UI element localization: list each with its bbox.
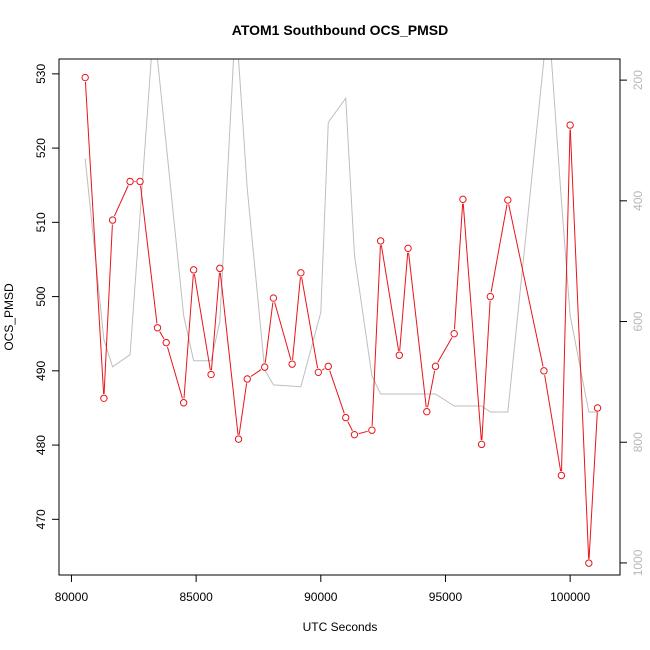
series-segment bbox=[113, 185, 129, 217]
data-point bbox=[585, 559, 593, 567]
data-point bbox=[234, 435, 243, 443]
data-point bbox=[423, 407, 431, 416]
series-segment bbox=[588, 412, 598, 559]
y-tick-label: 490 bbox=[34, 360, 48, 380]
y-tick-label: 500 bbox=[34, 286, 48, 306]
data-point bbox=[486, 292, 495, 301]
data-point bbox=[81, 73, 89, 82]
x-axis: 80000 85000 90000 95000 100000 bbox=[55, 574, 590, 604]
y-tick-label: 480 bbox=[34, 435, 48, 455]
series-segment bbox=[210, 272, 220, 371]
data-point bbox=[162, 338, 170, 347]
data-point bbox=[108, 216, 117, 224]
y2-tick-label: 800 bbox=[631, 432, 645, 452]
data-point bbox=[504, 196, 512, 204]
series-segment bbox=[508, 204, 544, 367]
series-segment bbox=[371, 245, 381, 426]
data-point bbox=[207, 370, 215, 379]
data-point bbox=[216, 264, 224, 273]
data-point bbox=[431, 362, 440, 371]
data-point bbox=[153, 324, 162, 332]
x-axis-label: UTC Seconds bbox=[303, 620, 378, 634]
series-segment bbox=[427, 370, 436, 408]
data-point bbox=[540, 367, 548, 375]
y2-tick-label: 200 bbox=[631, 70, 645, 90]
y-tick-label: 530 bbox=[34, 64, 48, 84]
series-segment bbox=[408, 252, 427, 408]
data-point bbox=[557, 471, 566, 480]
y2-tick-label: 1000 bbox=[631, 549, 645, 576]
plot-area bbox=[81, 59, 602, 567]
data-point bbox=[100, 394, 108, 402]
data-point bbox=[269, 294, 278, 302]
series-segment bbox=[159, 331, 165, 340]
series-segment bbox=[238, 383, 248, 435]
data-point bbox=[376, 237, 385, 245]
series-segment bbox=[140, 185, 158, 324]
data-point bbox=[324, 362, 332, 371]
series-segment bbox=[347, 421, 353, 431]
series-segment bbox=[462, 203, 482, 440]
data-point bbox=[136, 177, 144, 186]
series-segment bbox=[193, 274, 211, 371]
y2-tick-label: 600 bbox=[631, 311, 645, 331]
series-segment bbox=[301, 277, 319, 369]
series-segment bbox=[321, 368, 325, 371]
series-segment bbox=[274, 302, 292, 361]
x-tick-label: 85000 bbox=[179, 590, 213, 604]
series-segment bbox=[453, 203, 464, 330]
series-segment bbox=[437, 337, 453, 363]
series-segment bbox=[183, 274, 194, 399]
series-segment bbox=[292, 277, 301, 360]
series-segment bbox=[166, 346, 183, 399]
series-segment bbox=[250, 369, 262, 377]
series-segment bbox=[358, 430, 368, 435]
series-segment bbox=[490, 204, 508, 293]
data-point bbox=[179, 399, 188, 407]
series-segment bbox=[103, 224, 113, 394]
x-tick-label: 95000 bbox=[429, 590, 463, 604]
series-segment bbox=[264, 302, 274, 363]
data-point bbox=[450, 330, 458, 338]
series-line-secondary bbox=[84, 59, 598, 413]
series-segment bbox=[399, 252, 409, 351]
data-point bbox=[368, 426, 376, 434]
data-point bbox=[288, 360, 296, 368]
data-point bbox=[297, 269, 305, 277]
data-point bbox=[189, 266, 198, 274]
data-point bbox=[459, 195, 467, 204]
y-tick-label: 470 bbox=[34, 509, 48, 529]
data-point bbox=[350, 430, 359, 439]
y-axis: 470 480 490 500 510 520 530 bbox=[34, 64, 60, 529]
data-point bbox=[566, 121, 574, 129]
data-point bbox=[126, 177, 134, 186]
series-segment bbox=[544, 375, 562, 472]
x-tick-label: 90000 bbox=[304, 590, 338, 604]
y-axis-label: OCS_PMSD bbox=[2, 283, 16, 351]
y-tick-label: 520 bbox=[34, 138, 48, 158]
y2-axis: 200 400 600 800 1000 bbox=[619, 70, 645, 576]
chart-title: ATOM1 Southbound OCS_PMSD bbox=[232, 22, 448, 38]
x-tick-label: 80000 bbox=[55, 590, 89, 604]
data-point bbox=[404, 244, 412, 253]
data-point bbox=[314, 368, 323, 377]
data-point bbox=[243, 375, 251, 383]
series-segment bbox=[219, 272, 239, 435]
series-segment bbox=[84, 81, 105, 394]
data-point bbox=[342, 413, 350, 422]
y-tick-label: 510 bbox=[34, 212, 48, 232]
data-point bbox=[395, 351, 404, 359]
series-segment bbox=[380, 245, 400, 351]
series-segment bbox=[569, 129, 590, 559]
data-point bbox=[477, 440, 486, 449]
series-segment bbox=[561, 129, 571, 472]
x-tick-label: 100000 bbox=[550, 590, 590, 604]
y2-tick-label: 400 bbox=[631, 190, 645, 210]
data-point bbox=[593, 404, 602, 412]
data-point bbox=[261, 363, 269, 371]
series-segment bbox=[481, 300, 491, 440]
series-segment bbox=[329, 370, 345, 414]
